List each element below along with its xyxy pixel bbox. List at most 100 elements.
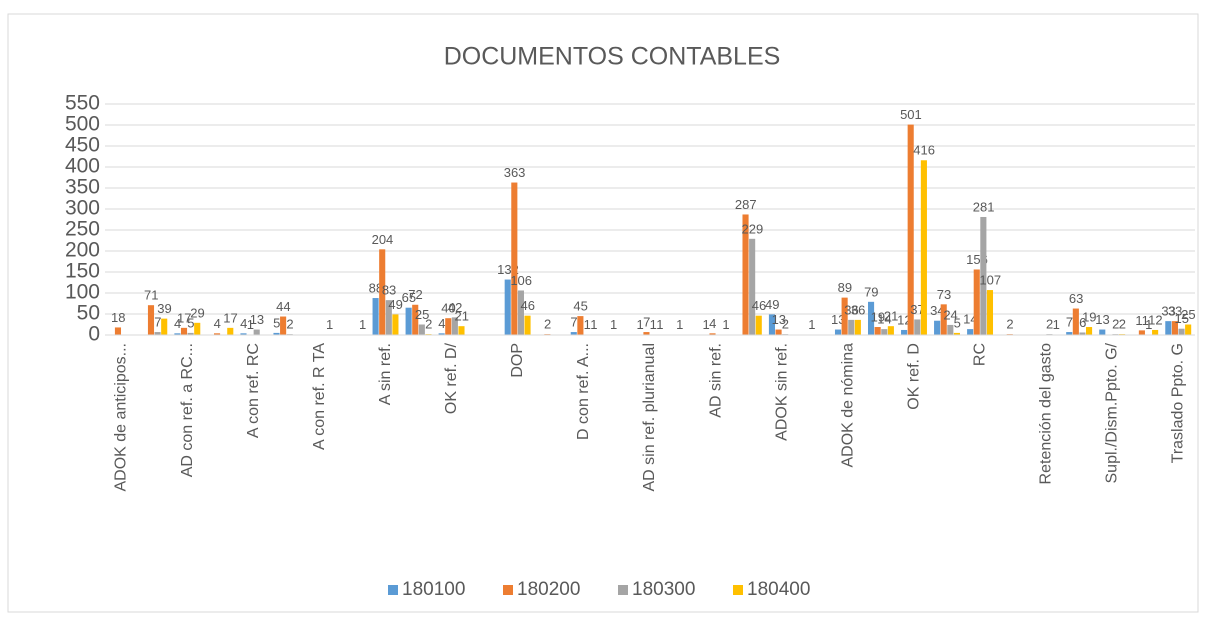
bar — [901, 329, 908, 335]
data-label: 1 — [650, 317, 657, 332]
bar — [438, 333, 445, 335]
x-tick-label: Traslado Ppto. G — [1170, 343, 1187, 463]
bar — [973, 269, 980, 335]
bar — [834, 329, 842, 335]
bar — [1138, 330, 1145, 335]
data-label: 7 — [643, 314, 650, 329]
data-label: 5 — [954, 315, 961, 330]
data-label: 204 — [372, 232, 394, 247]
bar — [1171, 321, 1178, 335]
bar — [273, 332, 280, 335]
x-tick-label: OK ref. D/ — [443, 342, 460, 414]
bar — [147, 305, 155, 335]
x-tick-label: ADOK de anticipos... — [113, 343, 130, 492]
x-tick-label: AD sin ref. — [707, 343, 724, 418]
bar — [914, 319, 921, 335]
data-label: 7 — [570, 314, 577, 329]
bar — [643, 332, 650, 335]
bar — [451, 317, 458, 335]
data-label: 1 — [808, 317, 815, 332]
data-label: 11 — [1135, 313, 1149, 328]
x-tick-label: A con ref. R TA — [311, 343, 328, 450]
data-label: 501 — [900, 107, 922, 122]
data-label: 19 — [1082, 309, 1096, 324]
data-label: 33 — [1168, 304, 1182, 319]
data-label: 21 — [884, 309, 898, 324]
y-tick-label: 550 — [65, 92, 100, 115]
bar — [174, 333, 181, 335]
bar — [920, 160, 927, 335]
y-tick-label: 300 — [65, 197, 100, 220]
x-tick-label: A con ref. RC — [245, 343, 262, 438]
data-label: 1 — [590, 317, 597, 332]
data-label: 1 — [584, 317, 591, 332]
bar — [907, 124, 914, 335]
legend-label: 180200 — [517, 579, 580, 600]
y-tick-label: 250 — [65, 218, 100, 241]
bar — [1079, 332, 1086, 335]
data-label: 65 — [402, 290, 416, 305]
bar — [1178, 328, 1185, 335]
bar — [114, 327, 122, 335]
bar — [240, 333, 247, 335]
bar — [768, 314, 776, 335]
bar — [1066, 332, 1073, 335]
data-label: 416 — [913, 143, 935, 158]
legend-swatch — [733, 585, 743, 595]
data-label: 36 — [844, 302, 858, 317]
bar — [194, 322, 201, 335]
bar — [154, 332, 161, 335]
data-label: 4 — [240, 316, 247, 331]
legend-label: 180400 — [747, 579, 810, 600]
bar — [517, 290, 524, 335]
bar — [253, 329, 260, 335]
data-label: 36 — [851, 302, 865, 317]
bar — [187, 332, 194, 335]
bar — [934, 320, 941, 335]
bar — [841, 297, 848, 335]
bar — [986, 290, 994, 335]
x-tick-label: ADOK de nómina — [839, 343, 856, 468]
bar — [458, 326, 465, 335]
data-label: 2 — [782, 317, 789, 332]
data-label: 107 — [979, 272, 1001, 287]
data-label: 7 — [1066, 314, 1073, 329]
bar — [868, 301, 875, 335]
bar — [947, 324, 954, 335]
bar — [1072, 308, 1079, 335]
data-label: 1 — [676, 317, 683, 332]
y-tick-label: 0 — [88, 323, 100, 346]
chart-frame — [7, 13, 1199, 613]
bar — [214, 333, 221, 335]
data-label: 24 — [943, 307, 957, 322]
data-label: 46 — [752, 298, 766, 313]
data-label: 5 — [273, 315, 280, 330]
data-label: 45 — [573, 299, 587, 314]
data-label: 1 — [359, 317, 366, 332]
data-label: 15 — [1175, 311, 1189, 326]
y-tick-label: 100 — [65, 281, 100, 304]
data-label: 1 — [1053, 317, 1060, 332]
bar — [1086, 327, 1093, 335]
data-label: 29 — [190, 305, 204, 320]
y-tick-label: 200 — [65, 239, 100, 262]
data-label: 25 — [1181, 307, 1195, 322]
x-tick-label: Supl./Dism.Ppto. G/ — [1104, 342, 1121, 483]
data-label: 4 — [709, 316, 716, 331]
data-label: 6 — [1079, 315, 1086, 330]
bar — [405, 307, 412, 335]
legend-swatch — [388, 585, 398, 595]
legend-swatch — [503, 585, 513, 595]
data-label: 1 — [1145, 317, 1152, 332]
data-label: 1 — [610, 317, 617, 332]
data-label: 2 — [544, 317, 551, 332]
data-label: 281 — [973, 199, 995, 214]
bar — [524, 315, 531, 335]
data-label: 2 — [1112, 317, 1119, 332]
bar — [749, 238, 756, 335]
data-label: 71 — [144, 288, 158, 303]
data-label: 63 — [1069, 291, 1083, 306]
bar — [412, 304, 419, 335]
y-tick-label: 500 — [65, 113, 100, 136]
bar — [775, 329, 782, 335]
